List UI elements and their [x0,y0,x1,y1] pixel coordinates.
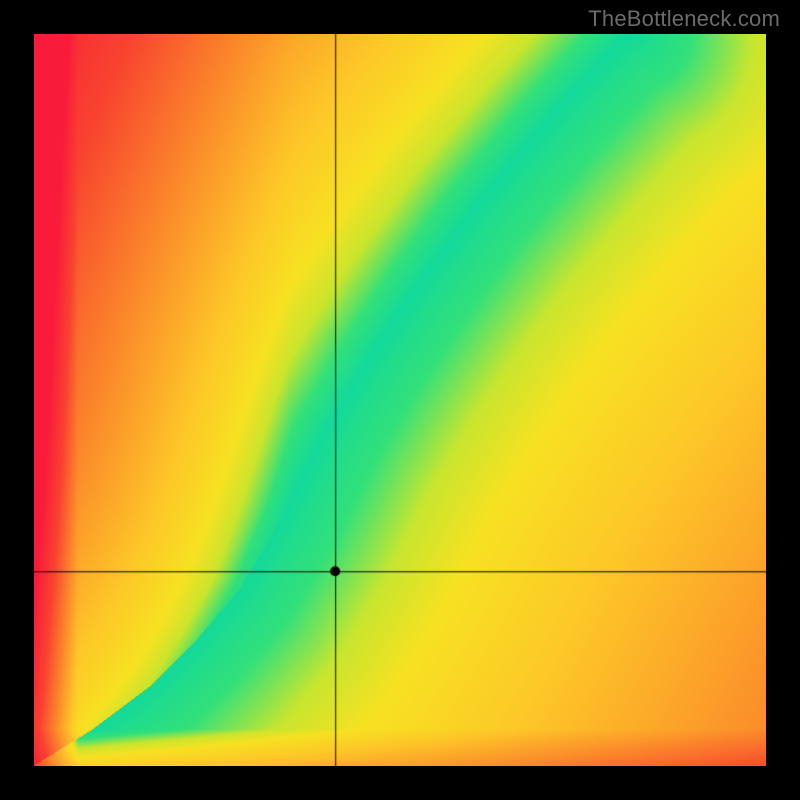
chart-container: TheBottleneck.com [0,0,800,800]
watermark-text: TheBottleneck.com [588,6,780,32]
heatmap-canvas [34,34,766,766]
